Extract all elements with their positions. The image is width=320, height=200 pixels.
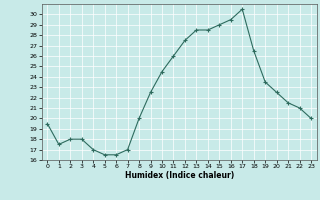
X-axis label: Humidex (Indice chaleur): Humidex (Indice chaleur) (124, 171, 234, 180)
